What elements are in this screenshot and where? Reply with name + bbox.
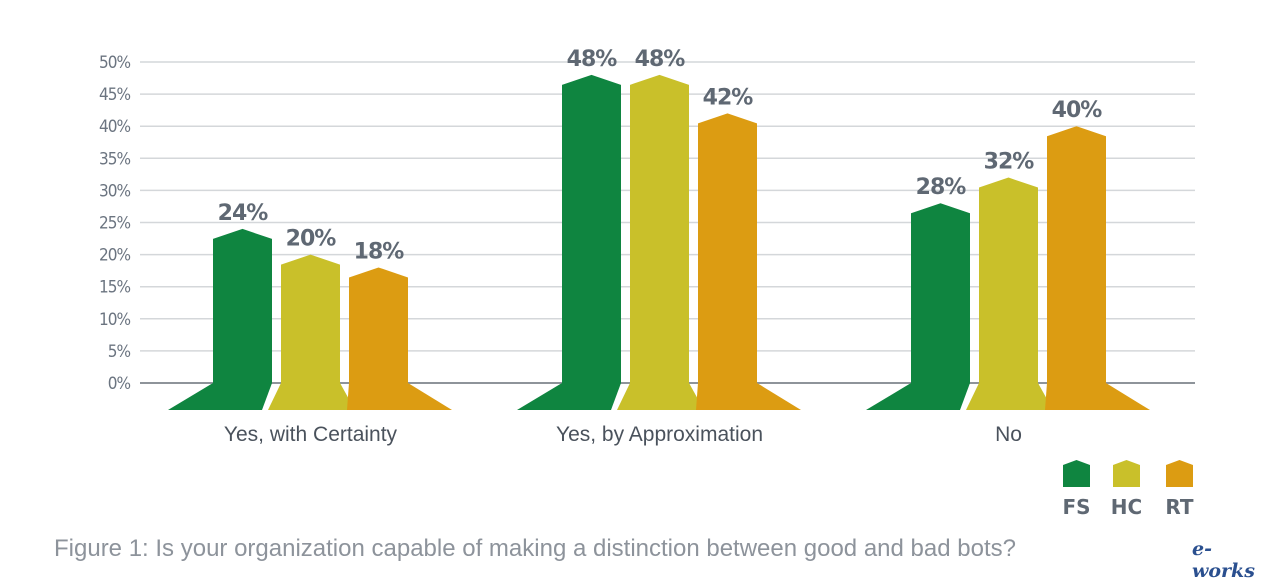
watermark-logo: e-works [1192,538,1261,582]
y-tick-label: 10% [99,310,130,330]
y-tick-label: 45% [99,85,130,105]
bar-floor-rt [347,383,452,410]
bar-rt [349,267,408,383]
bar-hc [979,177,1038,383]
bar-floor-fs [517,383,621,410]
y-tick-label: 15% [99,278,130,298]
y-tick-label: 0% [108,374,131,394]
data-label: 18% [354,239,405,264]
data-label: 42% [703,85,754,110]
category-label: No [995,423,1022,446]
category-label: Yes, with Certainty [224,423,398,446]
figure-caption: Figure 1: Is your organization capable o… [54,535,1016,562]
bar-hc [281,254,340,383]
bar-floor-rt [696,383,801,410]
legend-label: RT [1165,495,1194,519]
bar-floor-hc [268,383,355,410]
legend-label: FS [1062,495,1090,519]
y-tick-label: 25% [99,214,130,234]
bar-floor-hc [617,383,704,410]
y-tick-label: 5% [108,342,131,362]
bar-fs [562,74,621,383]
y-tick-label: 50% [99,53,130,73]
bar-hc [630,74,689,383]
bar-floor-fs [168,383,272,410]
bar-fs [911,203,970,383]
data-label: 32% [984,150,1035,175]
y-tick-label: 40% [99,117,130,137]
data-label: 40% [1052,98,1103,123]
legend-swatch-fs [1063,460,1090,487]
bar-floor-fs [866,383,970,410]
legend-swatch-hc [1113,460,1140,487]
y-tick-label: 20% [99,246,130,266]
data-label: 48% [567,47,618,72]
bar-fs [213,228,272,383]
data-label: 24% [218,201,269,226]
y-tick-label: 30% [99,181,130,201]
data-label: 28% [916,175,967,200]
bar-floor-rt [1045,383,1150,410]
category-label: Yes, by Approximation [556,423,763,446]
data-label: 48% [635,47,686,72]
legend-swatch-rt [1166,460,1193,487]
y-tick-label: 35% [99,149,130,169]
bar-rt [698,113,757,384]
data-label: 20% [286,227,337,252]
bar-floor-hc [966,383,1053,410]
legend-label: HC [1111,495,1142,519]
bar-rt [1047,126,1106,383]
